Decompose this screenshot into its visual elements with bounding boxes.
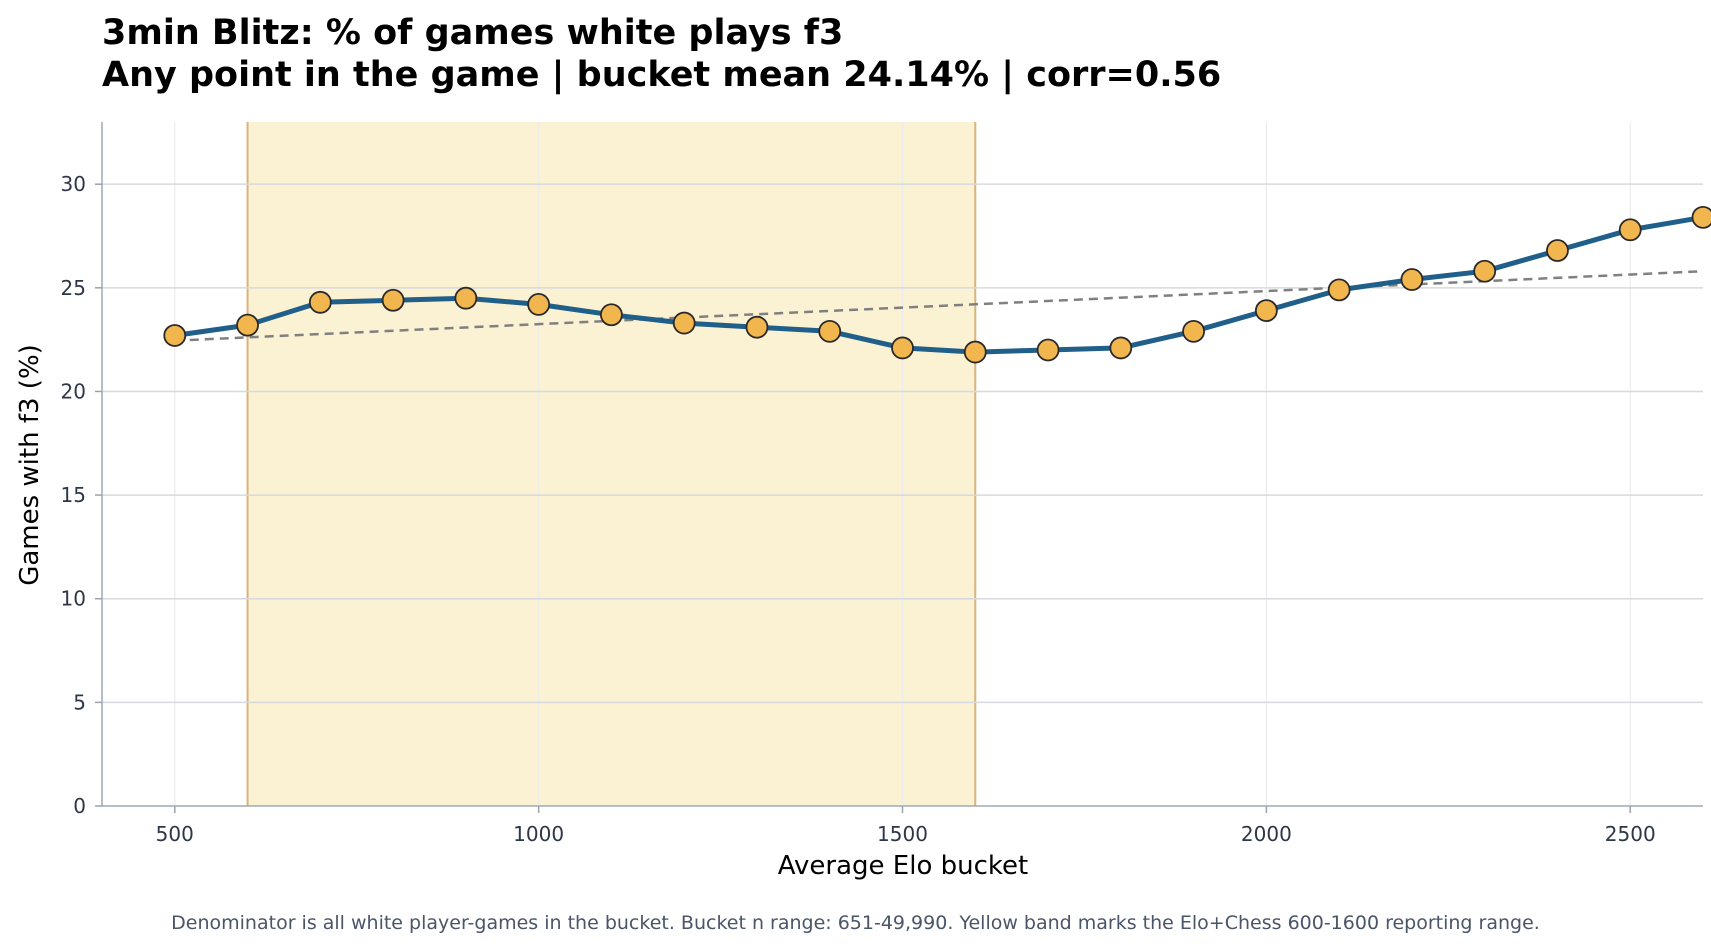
data-point xyxy=(1400,268,1424,291)
series-line xyxy=(172,214,1706,355)
y-tick-label: 20 xyxy=(61,379,86,403)
grid-layer xyxy=(102,122,1703,806)
y-tick-label: 30 xyxy=(61,172,86,196)
highlight-band-layer xyxy=(246,122,977,806)
y-tick-label: 15 xyxy=(61,483,86,507)
data-point xyxy=(600,303,623,327)
x-tick-label: 1500 xyxy=(877,822,928,846)
y-tick-label: 0 xyxy=(73,794,86,818)
y-tick-label: 25 xyxy=(61,276,86,300)
y-tick-label: 5 xyxy=(73,690,86,714)
data-point xyxy=(163,324,187,347)
data-point xyxy=(1036,338,1060,362)
axis-layer: 500 1000 1500 2000 2500 0 5 10 15 20 25 30 xyxy=(61,122,1703,846)
chart-title-line1: 3min Blitz: % of games white plays f3 xyxy=(102,13,844,53)
data-point xyxy=(1182,319,1205,343)
data-point xyxy=(818,319,842,343)
chart-subtitle: Any point in the game | bucket mean 24.1… xyxy=(102,55,1222,95)
data-point xyxy=(1618,218,1642,242)
data-point xyxy=(891,336,914,360)
data-point xyxy=(1109,336,1133,360)
data-point xyxy=(236,313,259,337)
data-point xyxy=(672,311,696,335)
data-point xyxy=(963,340,987,364)
footnote: Denominator is all white player-games in… xyxy=(171,912,1540,934)
data-point xyxy=(1473,259,1497,283)
highlight-band xyxy=(247,122,976,806)
data-point xyxy=(1546,239,1569,262)
y-tick-label: 10 xyxy=(61,587,86,611)
chart-title: 3min Blitz: % of games white plays f3 An… xyxy=(102,12,1221,96)
data-point xyxy=(381,288,405,312)
data-point xyxy=(308,290,332,314)
data-point xyxy=(1327,278,1351,302)
x-axis-label: Average Elo bucket xyxy=(778,851,1028,881)
data-point xyxy=(527,292,551,316)
axis-labels: Average Elo bucket Games with f3 (%) xyxy=(15,344,1028,881)
data-point xyxy=(1691,205,1711,229)
x-tick-label: 2500 xyxy=(1605,822,1656,846)
data-point xyxy=(745,315,769,339)
x-tick-label: 2000 xyxy=(1241,822,1292,846)
x-tick-label: 1000 xyxy=(513,822,564,846)
data-point xyxy=(454,286,478,310)
series-layer xyxy=(163,205,1711,364)
data-point xyxy=(1254,299,1278,323)
y-axis-label: Games with f3 (%) xyxy=(15,344,45,586)
x-tick-label: 500 xyxy=(156,822,194,846)
